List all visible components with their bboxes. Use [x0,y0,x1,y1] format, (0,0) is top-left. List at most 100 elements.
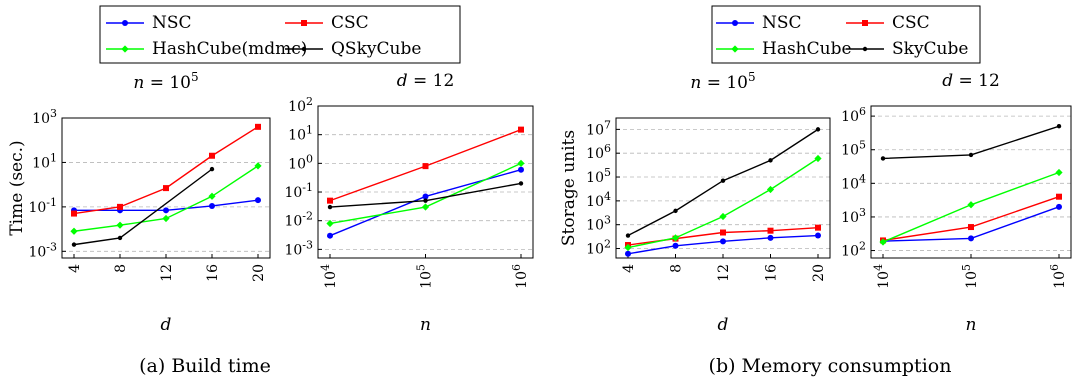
chart-panel-build-time-vs-d: 10-3 10-1 101 103 4 8 12 16 20 n = 105 d Time (sec.… [7,70,271,335]
x-axis-label: n [966,315,977,335]
data-point [421,203,430,211]
legend-marker [122,20,128,26]
data-point [673,208,678,214]
data-point [720,238,726,245]
data-point [671,234,680,242]
data-point [625,250,631,257]
data-point [880,156,886,161]
legend-marker [862,46,868,52]
y-tick-label: 101 [288,124,313,144]
data-point [208,192,216,200]
data-point [815,224,821,231]
x-tick-label: 105 [960,264,980,289]
data-point [1056,124,1062,129]
x-tick-label: 16 [764,264,780,282]
data-point [624,243,632,252]
y-tick-label: 103 [841,206,866,226]
panel-title: d = 12 [397,71,455,91]
data-point [768,158,773,163]
data-point [767,227,774,234]
x-tick-label: 4 [67,264,83,273]
legend-marker [862,20,868,26]
data-point [163,185,169,192]
data-point [422,163,429,170]
data-point [517,159,525,167]
panel-title: n = 105 [133,70,198,93]
data-point [327,204,333,210]
series-line-csc [73,126,259,215]
data-point [209,166,215,172]
legend-marker [301,46,307,52]
legend-marker [731,45,739,53]
y-tick-label: 107 [586,118,611,138]
legend: NSC CSC HashCube SkyCube [711,5,981,64]
legend-label: HashCube [762,39,852,59]
data-point [766,185,775,194]
data-point [720,229,726,236]
x-tick-label: 105 [415,264,435,289]
y-tick-label: 103 [586,214,611,234]
data-point [327,197,333,204]
legend-label: CSC [331,13,369,33]
chart-panel-memory-vs-d: 102 103 104 105 106 107 4 8 12 16 20 n = 105 d Storag… [559,70,831,335]
data-point [968,152,974,158]
y-tick-label: 106 [841,105,866,125]
y-tick-label: 102 [841,240,866,260]
chart-panel-build-time-vs-n: 10-3 10-2 10-1 100 101 102 104 105 106 d = 12 n [284,71,534,335]
legend-box [99,5,461,64]
data-point [518,181,524,186]
data-point [625,233,631,238]
caption-b: (b) Memory consumption [709,355,952,377]
caption-a: (a) Build time [139,355,271,377]
data-point [254,162,262,170]
legend-label: HashCube(mdmc) [152,39,307,59]
legend-marker [121,45,129,53]
data-point [968,235,974,242]
data-point [719,212,727,221]
y-tick-label: 10-3 [284,238,313,258]
data-point [518,126,524,133]
legend-label: CSC [892,13,930,33]
y-tick-label: 103 [32,107,57,127]
x-axis-label: d [161,315,172,335]
legend-label: NSC [762,13,802,33]
y-tick-label: 10-1 [28,196,57,216]
y-tick-label: 106 [586,142,611,162]
data-point [1056,193,1062,200]
data-point [1056,203,1062,210]
data-point [163,207,169,214]
y-axis-label: Time (sec.) [7,140,27,235]
y-tick-label: 101 [32,151,57,171]
legend-label: QSkyCube [331,39,421,59]
x-tick-label: 4 [621,264,637,273]
y-tick-label: 102 [586,238,611,258]
x-axis-label: d [718,315,729,335]
data-point [815,127,821,132]
legend-marker [301,20,307,26]
legend-marker [732,20,738,26]
data-point [422,193,429,200]
data-point [71,210,77,217]
data-point [71,242,77,247]
data-point [209,202,215,209]
legend: NSC CSC HashCube(mdmc) QSkyCube [99,5,461,64]
x-tick-label: 104 [872,264,892,289]
y-tick-label: 10-1 [284,181,313,201]
data-point [968,224,974,231]
data-point [815,232,821,239]
data-point [767,234,774,241]
data-point [967,201,975,209]
data-point [70,227,78,235]
data-point [255,123,261,130]
data-point [117,203,123,210]
data-point [672,242,679,249]
data-point [327,232,333,239]
panel-title: d = 12 [942,71,1000,91]
y-tick-label: 104 [841,172,866,192]
axis-frame [317,105,534,259]
data-point [814,154,822,163]
chart-panel-memory-vs-n: 102 103 104 105 106 104 105 106 d = 12 n [841,71,1072,335]
x-tick-label: 20 [811,264,827,282]
y-tick-label: 105 [586,166,611,186]
